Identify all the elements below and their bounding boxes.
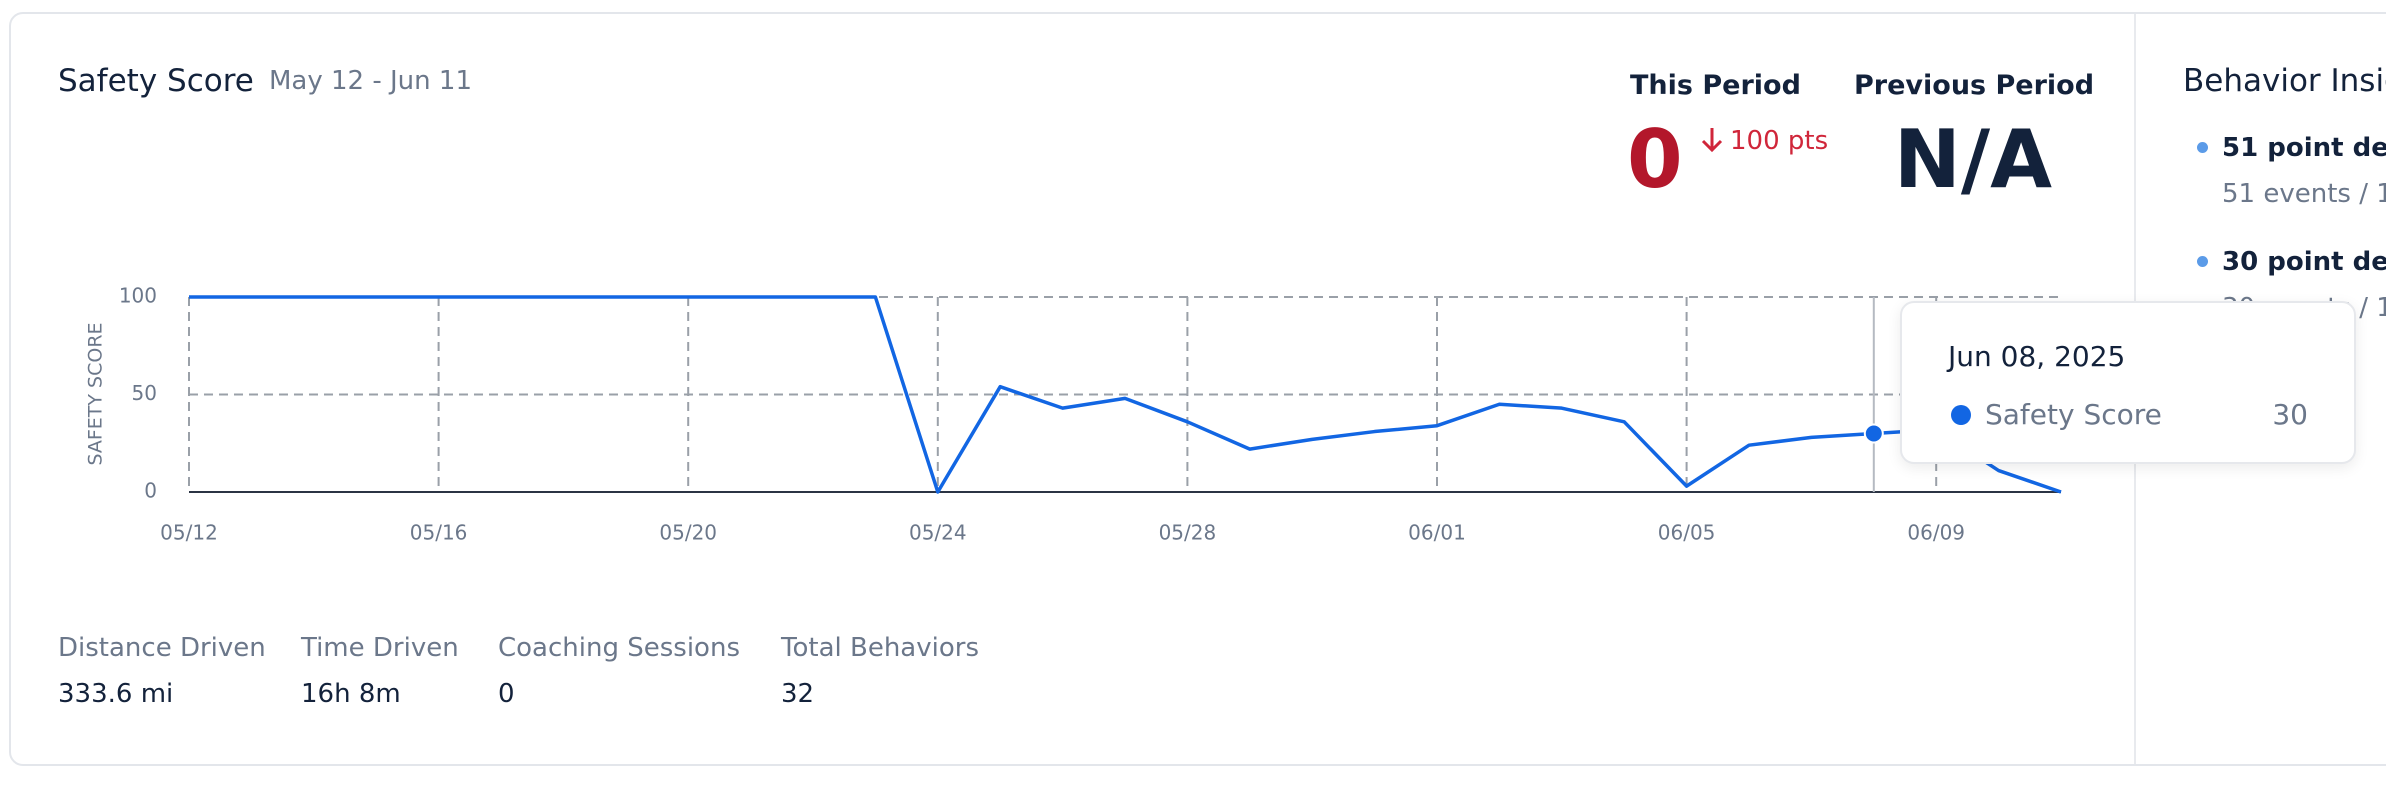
x-tick-label: 05/12 bbox=[160, 521, 218, 545]
insight-title: 51 point decre bbox=[2222, 133, 2386, 163]
stat-value: 16h 8m bbox=[301, 679, 401, 709]
tooltip-value: 30 bbox=[2272, 398, 2308, 431]
date-range: May 12 - Jun 11 bbox=[269, 66, 472, 96]
this-period-label: This Period bbox=[1630, 70, 1801, 101]
bullet bbox=[2197, 142, 2208, 153]
x-tick-label: 05/28 bbox=[1159, 521, 1217, 545]
change: 100 pts bbox=[1730, 126, 1829, 156]
insight-detail: 51 events / 1,0 bbox=[2222, 179, 2386, 209]
down-arrow bbox=[1701, 128, 1723, 153]
y-tick-label: 0 bbox=[144, 479, 157, 503]
tooltip: Jun 08, 2025 Safety Score 30 bbox=[1900, 301, 2356, 464]
previous-period-label: Previous Period bbox=[1854, 70, 2095, 101]
stat-value: 32 bbox=[781, 679, 815, 709]
stat-value: 333.6 mi bbox=[58, 679, 174, 709]
tooltip-series: Safety Score bbox=[1985, 398, 2162, 431]
x-tick-label: 05/24 bbox=[909, 521, 967, 545]
chart: SAFETY SCORE 0 50 100 05/12 05/16 05/20 05/24 0… bbox=[85, 284, 2062, 545]
this-period-value: 0 bbox=[1627, 113, 1683, 206]
title: Safety Score bbox=[58, 63, 254, 99]
stat-value: 0 bbox=[498, 679, 515, 709]
y-tick-label: 100 bbox=[119, 284, 157, 308]
insight-title: 30 point decre bbox=[2222, 247, 2386, 277]
stat-label: Distance Driven bbox=[58, 633, 266, 663]
active-point bbox=[1863, 423, 1884, 444]
x-tick-label: 05/16 bbox=[410, 521, 468, 545]
tooltip-title: Jun 08, 2025 bbox=[1948, 340, 2126, 373]
stat-label: Total Behaviors bbox=[781, 633, 979, 663]
stat-label: Coaching Sessions bbox=[498, 633, 740, 663]
x-tick-label: 06/01 bbox=[1408, 521, 1466, 545]
line bbox=[189, 295, 2062, 494]
y-tick-label: 50 bbox=[132, 381, 157, 405]
insights-title: Behavior Insig bbox=[2183, 63, 2386, 99]
y-axis-label: SAFETY SCORE bbox=[85, 322, 107, 465]
bullet bbox=[2197, 256, 2208, 267]
tooltip-dot bbox=[1951, 405, 1971, 425]
stat-label: Time Driven bbox=[301, 633, 459, 663]
x-tick-label: 05/20 bbox=[659, 521, 717, 545]
previous-period-value: N/A bbox=[1893, 113, 2052, 206]
x-tick-label: 06/05 bbox=[1658, 521, 1716, 545]
card bbox=[9, 12, 2386, 766]
x-tick-label: 06/09 bbox=[1907, 521, 1965, 545]
